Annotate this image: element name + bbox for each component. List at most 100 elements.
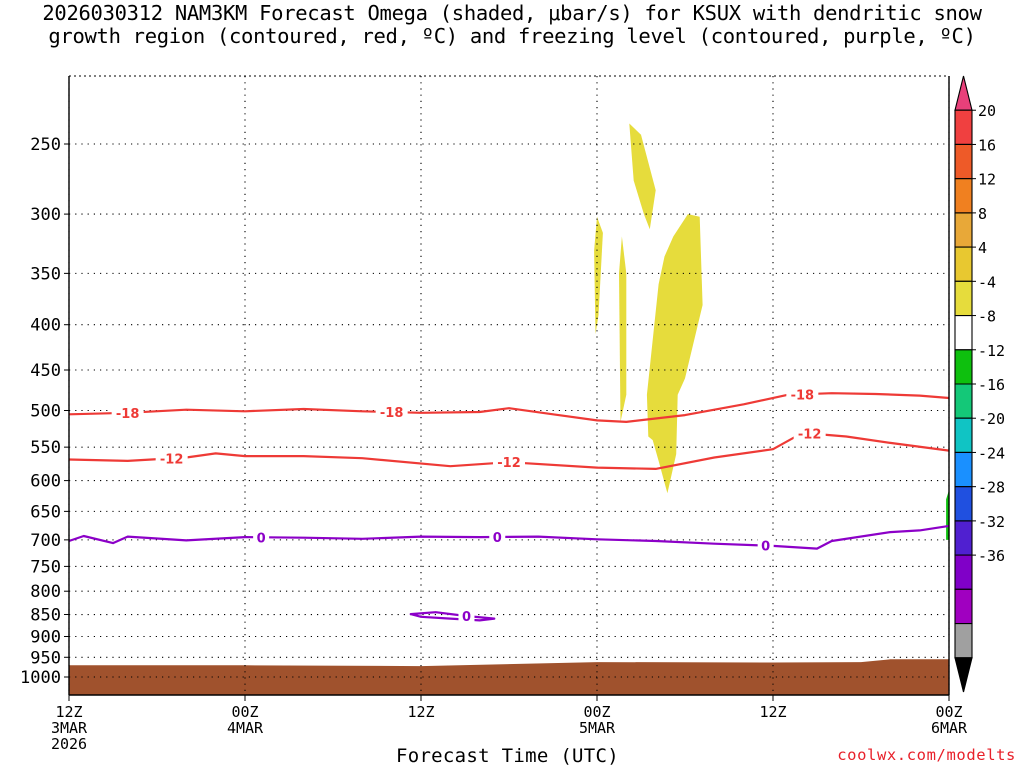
- plot-frame: [68, 75, 950, 696]
- contour-label: 0: [257, 531, 266, 546]
- omega-region: [594, 216, 603, 335]
- colorbar-bin: [954, 178, 973, 214]
- contour-label-bg: [111, 404, 144, 421]
- title-line-2: growth region (contoured, red, ºC) and f…: [48, 24, 976, 48]
- x-tick-label: 12Z: [55, 703, 82, 721]
- colorbar-label: 4: [978, 239, 987, 257]
- x-tick-label: 5MAR: [579, 719, 616, 737]
- colorbar-bin: [954, 315, 973, 351]
- contour-line: [68, 392, 950, 423]
- omega-region: [946, 490, 949, 540]
- contour-line: [409, 611, 496, 622]
- colorbar-bin: [954, 280, 973, 317]
- colorbar-label: -36: [978, 547, 1005, 565]
- y-tick-label: 900: [30, 627, 61, 647]
- colorbar-bin: [954, 451, 973, 488]
- contour-label: 0: [462, 610, 471, 625]
- x-tick-label: 00Z: [935, 703, 962, 721]
- y-tick-label: 400: [30, 316, 61, 336]
- colorbar-label: -12: [978, 342, 1005, 360]
- y-tick-label: 300: [30, 205, 61, 225]
- x-tick-label: 00Z: [231, 703, 258, 721]
- colorbar: 20 16 12 8 4 -4 -8 -12 -16 -20 -24 -28 -32 -36: [954, 75, 1005, 693]
- title-line-1: 2026030312 NAM3KM Forecast Omega (shaded…: [42, 1, 982, 25]
- contour-label-bg: [493, 454, 525, 471]
- contour-label: -18: [380, 406, 404, 421]
- colorbar-bin: [954, 246, 973, 282]
- colorbar-bin: [954, 520, 973, 556]
- contour-label: 0: [761, 540, 770, 555]
- contour-label-bg: [757, 537, 774, 554]
- colorbar-label: -32: [978, 513, 1005, 531]
- colorbar-label: -28: [978, 479, 1005, 497]
- credit-text: coolwx.com/modelts: [837, 746, 1016, 764]
- contour-label: -18: [116, 407, 140, 422]
- y-tick-label: 650: [30, 502, 61, 522]
- colorbar-label: -24: [978, 444, 1005, 462]
- y-tick-label: 550: [30, 438, 61, 458]
- terrain-fill: [69, 659, 949, 695]
- colorbar-label: -20: [978, 410, 1005, 428]
- x-tick-label: 2026: [51, 735, 87, 753]
- y-tick-label: 500: [30, 402, 61, 422]
- colorbar-label: -16: [978, 376, 1005, 394]
- contour-label-bg: [155, 450, 188, 467]
- colorbar-bin: [954, 212, 973, 248]
- y-tick-label: 600: [30, 472, 61, 492]
- y-tick-label: 350: [30, 264, 61, 284]
- terrain-surface: [69, 659, 949, 695]
- colorbar-bin: [954, 143, 973, 180]
- colorbar-bin: [954, 554, 973, 590]
- chart-title: 2026030312 NAM3KM Forecast Omega (shaded…: [0, 2, 1024, 48]
- x-tick-label: 6MAR: [931, 719, 968, 737]
- colorbar-bin: [954, 109, 973, 145]
- y-axis: 2503003504004505005506006507007508008509…: [20, 135, 69, 688]
- y-tick-label: 850: [30, 606, 61, 626]
- contour-label: -18: [791, 388, 815, 403]
- x-tick-label: 00Z: [583, 703, 610, 721]
- y-tick-label: 800: [30, 582, 61, 602]
- x-tick-label: 12Z: [759, 703, 786, 721]
- colorbar-label: 16: [978, 136, 996, 154]
- contour-label: -12: [497, 456, 521, 471]
- colorbar-bin: [954, 657, 973, 693]
- y-tick-label: 950: [30, 648, 61, 668]
- colorbar-label: -4: [978, 273, 996, 291]
- omega-region: [619, 236, 627, 422]
- omega-shading: [594, 123, 949, 540]
- contour-label-bg: [253, 529, 270, 546]
- colorbar-bin: [954, 349, 973, 385]
- contour-label: -12: [798, 428, 822, 443]
- colorbar-label: 12: [978, 171, 996, 189]
- y-tick-label: 450: [30, 361, 61, 381]
- colorbar-bin: [954, 75, 973, 111]
- contour-label-bg: [489, 528, 506, 545]
- y-tick-label: 750: [30, 557, 61, 577]
- x-axis-title: Forecast Time (UTC): [395, 745, 620, 767]
- x-tick-label: 12Z: [407, 703, 434, 721]
- colorbar-bin: [954, 383, 973, 419]
- y-tick-label: 250: [30, 135, 61, 155]
- contour-lines: -18 -18 -18 -12 -12 -12 0 0 0 0: [68, 386, 950, 625]
- gridlines: [68, 76, 950, 695]
- omega-region: [629, 123, 656, 230]
- colorbar-label: 8: [978, 205, 987, 223]
- colorbar-label: -8: [978, 308, 996, 326]
- colorbar-label: 20: [978, 102, 996, 120]
- x-tick-label: 3MAR: [51, 719, 88, 737]
- colorbar-bin: [954, 417, 973, 453]
- contour-label: -12: [160, 452, 184, 467]
- colorbar-bin: [954, 623, 973, 659]
- contour-label-bg: [786, 386, 819, 403]
- y-tick-label: 700: [30, 531, 61, 551]
- contour-label: 0: [493, 531, 502, 546]
- omega-region: [646, 214, 703, 494]
- contour-label-bg: [375, 404, 408, 421]
- colorbar-bin: [954, 486, 973, 522]
- contour-label-bg: [793, 425, 826, 442]
- y-tick-label: 1000: [20, 668, 61, 688]
- contour-line: [68, 524, 950, 550]
- colorbar-bin: [954, 588, 973, 625]
